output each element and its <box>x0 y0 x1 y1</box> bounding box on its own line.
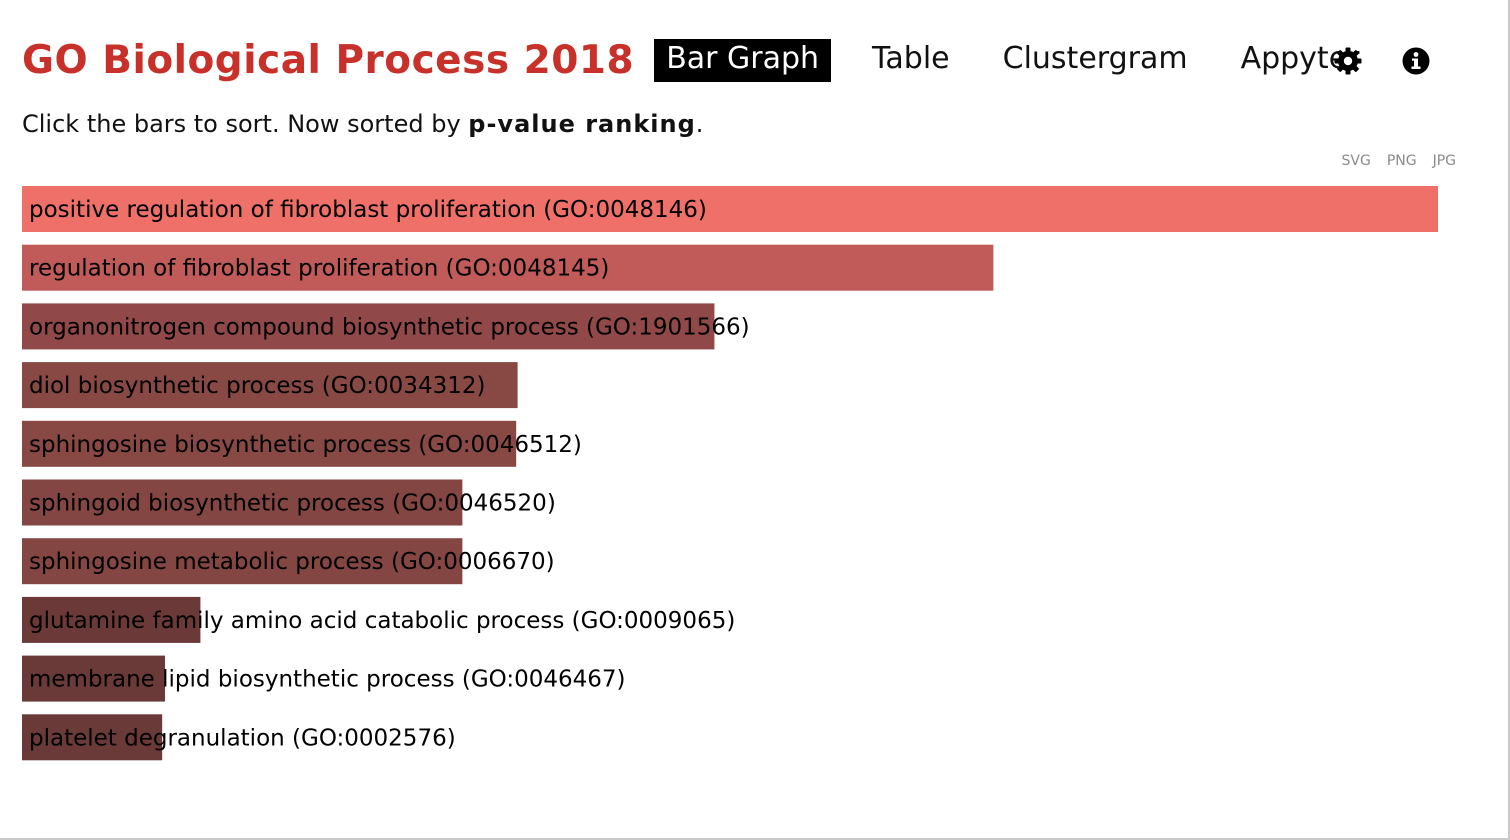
bar-10[interactable] <box>22 714 163 761</box>
export-jpg-link[interactable]: JPG <box>1432 153 1456 169</box>
tab-table[interactable]: Table <box>872 40 950 76</box>
bar-3[interactable] <box>22 303 715 350</box>
bar-4[interactable] <box>22 362 518 409</box>
export-links: SVG PNG JPG <box>1342 153 1457 169</box>
bar-8[interactable] <box>22 596 201 643</box>
header: GO Biological Process 2018 Bar Graph Tab… <box>22 32 1400 88</box>
bar-7[interactable] <box>22 538 463 585</box>
bar-5[interactable] <box>22 420 517 467</box>
bar-label-3[interactable]: organonitrogen compound biosynthetic pro… <box>29 314 750 340</box>
bar-2[interactable] <box>22 244 994 291</box>
sort-key: p-value ranking <box>468 110 696 138</box>
bar-label-4[interactable]: diol biosynthetic process (GO:0034312) <box>29 373 485 399</box>
page-title: GO Biological Process 2018 <box>22 37 635 83</box>
bar-1[interactable] <box>22 186 1438 232</box>
bar-label-10[interactable]: platelet degranulation (GO:0002576) <box>29 725 456 751</box>
bar-label-8[interactable]: glutamine family amino acid catabolic pr… <box>29 608 735 634</box>
tab-bar-graph[interactable]: Bar Graph <box>654 38 832 82</box>
tab-clustergram[interactable]: Clustergram <box>1002 40 1188 76</box>
view-nav: Bar Graph Table Clustergram Appyter <box>654 38 1400 82</box>
export-png-link[interactable]: PNG <box>1386 153 1417 169</box>
sort-instructions: Click the bars to sort. Now sorted by p-… <box>22 110 703 138</box>
gear-icon[interactable] <box>1333 46 1363 76</box>
bar-label-9[interactable]: membrane lipid biosynthetic process (GO:… <box>29 667 626 693</box>
bar-label-6[interactable]: sphingoid biosynthetic process (GO:00465… <box>29 491 556 517</box>
bar-label-2[interactable]: regulation of fibroblast proliferation (… <box>29 256 609 282</box>
sort-instructions-prefix: Click the bars to sort. Now sorted by <box>22 110 469 138</box>
bar-label-5[interactable]: sphingosine biosynthetic process (GO:004… <box>29 432 582 458</box>
bar-label-1[interactable]: positive regulation of fibroblast prolif… <box>29 197 707 223</box>
export-svg-link[interactable]: SVG <box>1341 153 1371 169</box>
bar-6[interactable] <box>22 479 463 526</box>
bar-label-7[interactable]: sphingosine metabolic process (GO:000667… <box>29 549 555 575</box>
info-icon[interactable] <box>1401 46 1431 76</box>
sort-instructions-suffix: . <box>695 110 704 138</box>
bar-9[interactable] <box>22 655 166 702</box>
